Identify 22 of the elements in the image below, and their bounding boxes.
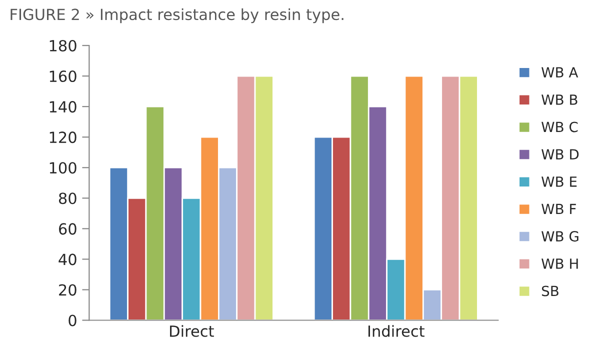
legend-label: WB G: [542, 231, 578, 242]
y-tick-label: 80: [58, 192, 76, 204]
y-tick-label: 60: [58, 223, 76, 235]
legend-label: WB H: [542, 258, 578, 269]
chart-title: FIGURE 2 » Impact resistance by resin type.: [10, 8, 344, 24]
legend-label: SB: [542, 286, 558, 296]
x-tick-label: Indirect: [368, 325, 424, 337]
y-tick-label: 20: [59, 284, 76, 296]
y-tick-label: 140: [50, 101, 76, 113]
y-tick-label: 40: [58, 254, 76, 266]
y-tick-label: 120: [50, 132, 76, 144]
y-tick-label: 160: [50, 70, 76, 82]
legend-label: WB A: [542, 67, 578, 78]
legend-label: WB F: [542, 204, 576, 214]
legend-label: WB D: [542, 149, 579, 160]
y-tick-label: 0: [68, 314, 76, 326]
legend-label: WB E: [542, 176, 577, 187]
y-tick-label: 100: [50, 162, 76, 174]
y-tick-label: 180: [50, 40, 76, 52]
legend-label: WB C: [542, 122, 578, 132]
x-tick-label: Direct: [170, 325, 214, 337]
legend-label: WB B: [542, 94, 578, 105]
